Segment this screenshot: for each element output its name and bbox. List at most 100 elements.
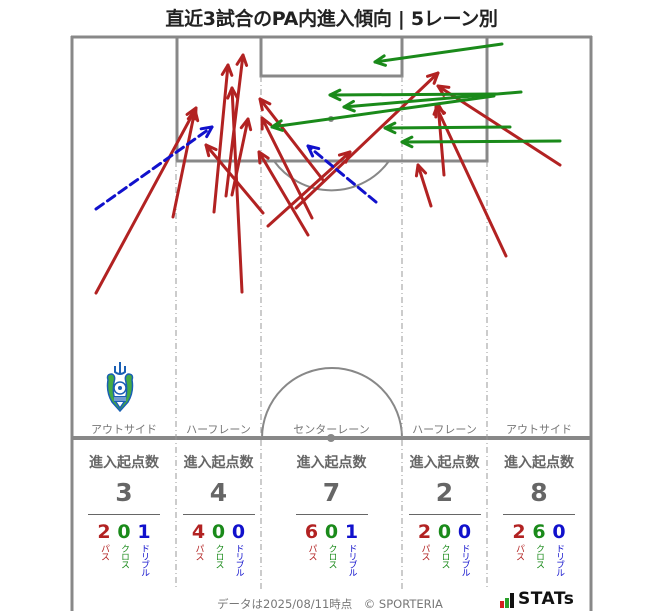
pass-label: パス xyxy=(193,544,204,560)
lane-stats-halfspace-right: 進入起点数 2 2 パス 0 クロス 0 ドリブル xyxy=(402,452,487,576)
arrowhead-icon xyxy=(220,63,234,77)
lane-stats-halfspace-left: 進入起点数 4 4 パス 0 クロス 0 ドリブル xyxy=(176,452,261,576)
pass-label: パス xyxy=(514,544,524,560)
arrowhead-icon xyxy=(199,125,214,139)
cross-label: クロス xyxy=(213,544,224,568)
dribble-count: 0 xyxy=(231,521,246,543)
pass-arrow xyxy=(212,63,230,214)
arrowhead-icon xyxy=(434,104,447,119)
arrowhead-icon xyxy=(414,163,428,178)
lane-label-center: センターレーン xyxy=(293,423,370,436)
chart-title: 直近3試合のPA内進入傾向 | 5レーン別 xyxy=(165,8,498,30)
pass-arrow xyxy=(230,86,244,294)
dribble-label: ドリブル xyxy=(459,544,470,576)
pass-count: 2 xyxy=(512,521,526,543)
arrowhead-icon xyxy=(328,88,342,102)
pass-count: 2 xyxy=(417,521,432,543)
divider xyxy=(503,514,575,515)
divider xyxy=(408,514,481,515)
entry-arrows xyxy=(94,42,562,295)
cross-arrow xyxy=(328,92,498,97)
divider xyxy=(182,514,255,515)
cross-arrow xyxy=(373,42,504,64)
lane-label-halfspace-left: ハーフレーン xyxy=(186,423,251,436)
dribble-count: 1 xyxy=(344,521,359,543)
cross-arrow xyxy=(342,90,523,109)
pass-arrow xyxy=(266,150,352,228)
entries-total: 3 xyxy=(115,478,133,507)
dribble-arrow xyxy=(306,144,378,204)
cross-label: クロス xyxy=(439,544,450,568)
team-crest-icon xyxy=(106,362,134,412)
dribble-count: 0 xyxy=(552,521,566,543)
pass-count: 6 xyxy=(304,521,319,543)
dribble-label: ドリブル xyxy=(139,544,149,576)
divider xyxy=(88,514,160,515)
cross-arrow xyxy=(400,139,562,144)
entries-total: 8 xyxy=(530,478,548,507)
pass-arrow xyxy=(434,104,508,258)
arrowhead-icon xyxy=(436,84,451,97)
cross-count: 0 xyxy=(211,521,226,543)
arrowhead-icon xyxy=(373,54,387,67)
pass-count: 4 xyxy=(191,521,206,543)
entries-total: 4 xyxy=(209,478,228,507)
cross-label: クロス xyxy=(326,544,337,568)
arrowhead-icon xyxy=(400,135,414,149)
cross-arrow xyxy=(270,94,496,129)
dribble-label: ドリブル xyxy=(554,544,564,576)
arrowhead-icon xyxy=(258,97,272,112)
cross-label: クロス xyxy=(534,544,544,568)
pass-label: パス xyxy=(419,544,430,560)
arrowhead-icon xyxy=(260,116,273,131)
arrowhead-icon xyxy=(186,108,200,123)
arrowhead-icon xyxy=(306,144,321,158)
arrowhead-icon xyxy=(204,143,218,158)
pass-arrow xyxy=(436,84,562,167)
dribble-count: 1 xyxy=(137,521,151,543)
pass-arrow xyxy=(171,108,197,219)
entries-label: 進入起点数 xyxy=(183,455,254,471)
cross-count: 0 xyxy=(437,521,452,543)
lane-label-outside-right: アウトサイド xyxy=(506,423,572,436)
cross-count: 0 xyxy=(117,521,131,543)
entries-total: 2 xyxy=(435,478,454,507)
divider xyxy=(295,514,368,515)
dribble-label: ドリブル xyxy=(346,544,357,576)
pass-arrow xyxy=(258,97,325,182)
entries-label: 進入起点数 xyxy=(296,455,367,471)
entries-label: 進入起点数 xyxy=(89,455,159,471)
pass-arrow xyxy=(230,117,250,197)
stats-brand-logo: STATs xyxy=(500,591,574,608)
lane-label-outside-left: アウトサイド xyxy=(91,423,157,436)
bar-chart-icon xyxy=(500,593,514,608)
arrowhead-icon xyxy=(426,71,440,85)
arrowhead-icon xyxy=(226,86,239,100)
pass-arrow xyxy=(94,106,198,295)
lane-stats-outside-right: 進入起点数 8 2 パス 6 クロス 0 ドリブル xyxy=(487,452,591,576)
dribble-arrow xyxy=(94,125,214,211)
arrowhead-icon xyxy=(383,121,397,135)
lane-stats-outside-left: 進入起点数 3 2 パス 0 クロス 1 ドリブル xyxy=(72,452,176,576)
arrowhead-icon xyxy=(342,99,356,113)
arrowhead-icon xyxy=(239,117,253,132)
lane-stats-center: 進入起点数 7 6 パス 0 クロス 1 ドリブル xyxy=(261,452,402,576)
pass-arrow xyxy=(416,163,433,208)
arrowhead-icon xyxy=(235,53,249,67)
lane-dividers xyxy=(175,76,488,590)
lane-label-halfspace-right: ハーフレーン xyxy=(412,423,477,436)
cross-arrow xyxy=(383,125,512,130)
pass-label: パス xyxy=(306,544,317,560)
entries-total: 7 xyxy=(322,478,341,507)
data-date-note: データは2025/08/11時点 © SPORTERIA xyxy=(217,597,443,611)
pitch-lines xyxy=(70,35,593,611)
cross-label: クロス xyxy=(119,544,129,568)
entries-label: 進入起点数 xyxy=(504,455,574,471)
dribble-label: ドリブル xyxy=(233,544,244,576)
brand-name: STATs xyxy=(518,589,575,609)
pass-count: 2 xyxy=(97,521,111,543)
entries-label: 進入起点数 xyxy=(409,455,480,471)
cross-count: 0 xyxy=(324,521,339,543)
arrowhead-icon xyxy=(270,119,284,132)
